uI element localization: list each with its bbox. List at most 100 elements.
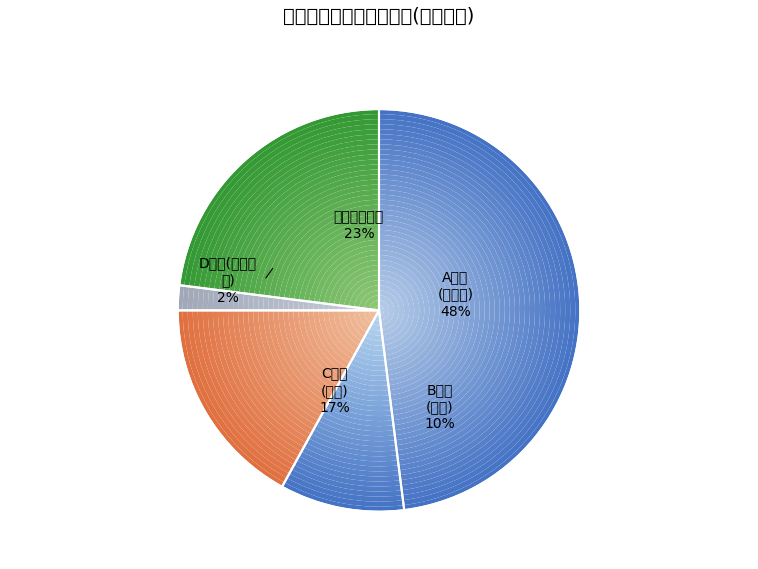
Wedge shape	[324, 303, 329, 311]
Wedge shape	[379, 114, 575, 505]
Wedge shape	[258, 311, 323, 417]
Wedge shape	[254, 184, 379, 295]
Wedge shape	[296, 456, 400, 481]
Wedge shape	[194, 124, 379, 288]
Wedge shape	[278, 311, 333, 399]
Wedge shape	[321, 412, 394, 431]
Wedge shape	[343, 372, 388, 386]
Wedge shape	[183, 286, 190, 311]
Wedge shape	[223, 291, 229, 311]
Wedge shape	[349, 311, 367, 337]
Wedge shape	[359, 341, 384, 351]
Wedge shape	[177, 285, 184, 311]
Wedge shape	[379, 215, 475, 405]
Wedge shape	[309, 311, 347, 372]
Wedge shape	[248, 294, 254, 311]
Wedge shape	[304, 235, 379, 302]
Wedge shape	[328, 399, 392, 416]
Wedge shape	[379, 220, 470, 400]
Wedge shape	[303, 301, 309, 311]
Wedge shape	[314, 311, 350, 368]
Wedge shape	[357, 346, 384, 356]
Wedge shape	[304, 443, 399, 467]
Wedge shape	[329, 311, 357, 354]
Text: C銀行
(定期)
17%: C銀行 (定期) 17%	[319, 366, 350, 415]
Wedge shape	[309, 302, 314, 311]
Wedge shape	[379, 205, 484, 415]
Wedge shape	[282, 483, 404, 512]
Wedge shape	[184, 114, 379, 286]
Wedge shape	[362, 337, 384, 345]
Wedge shape	[309, 434, 397, 456]
Wedge shape	[379, 290, 399, 331]
Text: 投資ファンド
23%: 投資ファンド 23%	[334, 210, 384, 241]
Wedge shape	[198, 288, 204, 311]
Wedge shape	[243, 311, 316, 430]
Wedge shape	[379, 145, 545, 475]
Wedge shape	[379, 129, 560, 490]
Wedge shape	[306, 438, 398, 461]
Wedge shape	[263, 296, 269, 311]
Wedge shape	[264, 195, 379, 296]
Wedge shape	[379, 306, 384, 315]
Wedge shape	[374, 306, 379, 311]
Wedge shape	[333, 390, 391, 406]
Wedge shape	[350, 359, 387, 371]
Wedge shape	[288, 311, 338, 390]
Wedge shape	[344, 275, 379, 307]
Wedge shape	[219, 149, 379, 291]
Wedge shape	[379, 134, 555, 485]
Wedge shape	[377, 311, 380, 315]
Wedge shape	[268, 311, 328, 407]
Wedge shape	[292, 465, 402, 492]
Wedge shape	[379, 250, 440, 370]
Wedge shape	[347, 364, 387, 376]
Wedge shape	[379, 270, 419, 351]
Wedge shape	[379, 184, 505, 435]
Wedge shape	[334, 265, 379, 306]
Wedge shape	[379, 109, 581, 510]
Wedge shape	[233, 311, 311, 438]
Wedge shape	[335, 385, 390, 401]
Wedge shape	[179, 109, 379, 286]
Wedge shape	[244, 175, 379, 294]
Wedge shape	[288, 299, 294, 311]
Wedge shape	[318, 311, 352, 364]
Wedge shape	[248, 311, 318, 425]
Wedge shape	[223, 311, 306, 447]
Wedge shape	[364, 311, 374, 324]
Wedge shape	[379, 154, 535, 465]
Wedge shape	[208, 289, 215, 311]
Wedge shape	[284, 215, 379, 299]
Wedge shape	[318, 417, 395, 436]
Wedge shape	[334, 311, 359, 350]
Wedge shape	[203, 311, 296, 465]
Wedge shape	[379, 189, 500, 430]
Wedge shape	[379, 200, 490, 420]
Wedge shape	[253, 295, 259, 311]
Wedge shape	[319, 250, 379, 303]
Wedge shape	[379, 255, 434, 365]
Wedge shape	[324, 255, 379, 304]
Wedge shape	[374, 311, 379, 315]
Wedge shape	[303, 311, 345, 377]
Wedge shape	[302, 447, 399, 472]
Wedge shape	[349, 307, 354, 311]
Wedge shape	[228, 311, 309, 443]
Wedge shape	[293, 300, 299, 311]
Wedge shape	[208, 311, 299, 460]
Wedge shape	[253, 311, 321, 420]
Wedge shape	[369, 300, 379, 310]
Wedge shape	[243, 294, 249, 311]
Wedge shape	[190, 119, 379, 287]
Wedge shape	[379, 225, 465, 395]
Wedge shape	[283, 311, 335, 394]
Wedge shape	[379, 170, 520, 450]
Wedge shape	[374, 310, 379, 311]
Wedge shape	[344, 306, 349, 311]
Wedge shape	[215, 145, 379, 290]
Wedge shape	[379, 180, 510, 440]
Wedge shape	[359, 308, 364, 311]
Wedge shape	[369, 309, 374, 311]
Wedge shape	[177, 311, 284, 487]
